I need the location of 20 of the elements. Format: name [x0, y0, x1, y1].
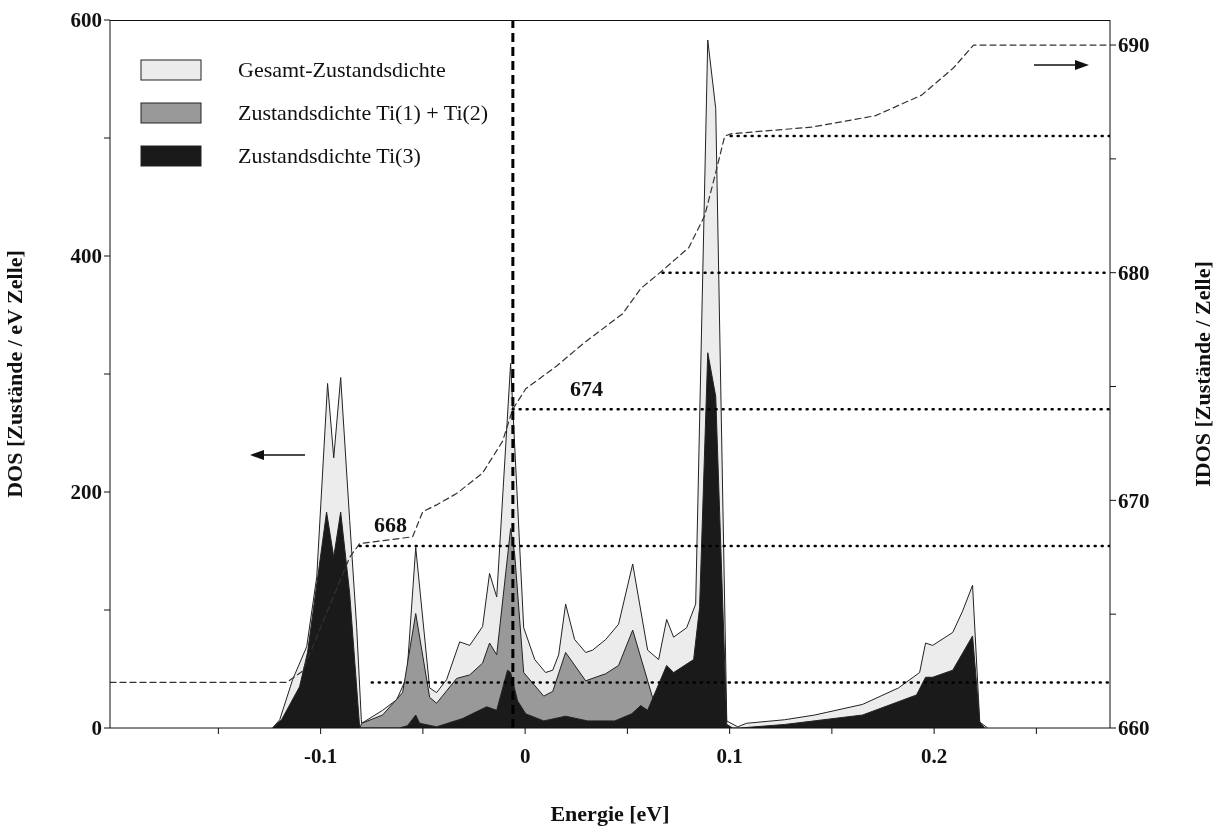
annotation: 674: [570, 376, 603, 402]
x-tick-label: -0.1: [304, 743, 338, 768]
y-tick-label: 200: [70, 480, 102, 505]
y-tick-label: 0: [91, 716, 102, 741]
x-tick-label: 0.2: [921, 743, 948, 768]
y-tick-label: 400: [70, 244, 102, 269]
legend-label: Gesamt-Zustandsdichte: [238, 56, 446, 83]
x-tick-label: 0: [519, 743, 531, 768]
annotation: 668: [374, 512, 407, 538]
y-tick-label: 600: [70, 8, 102, 33]
y2-tick-label: 670: [1118, 488, 1150, 513]
legend-label: Zustandsdichte Ti(3): [238, 142, 421, 169]
x-axis-title: Energie [eV]: [550, 801, 670, 826]
y2-tick-label: 680: [1118, 261, 1150, 286]
x-tick-label: 0.1: [716, 743, 743, 768]
legend-label: Zustandsdichte Ti(1) + Ti(2): [238, 99, 489, 126]
y2-axis-title: IDOS [Zustände / Zelle]: [1189, 261, 1215, 487]
y2-tick-label: 690: [1118, 33, 1150, 58]
y-axis-title: DOS [Zustände / eV Zelle]: [1, 250, 27, 498]
y2-tick-label: 660: [1118, 716, 1150, 741]
